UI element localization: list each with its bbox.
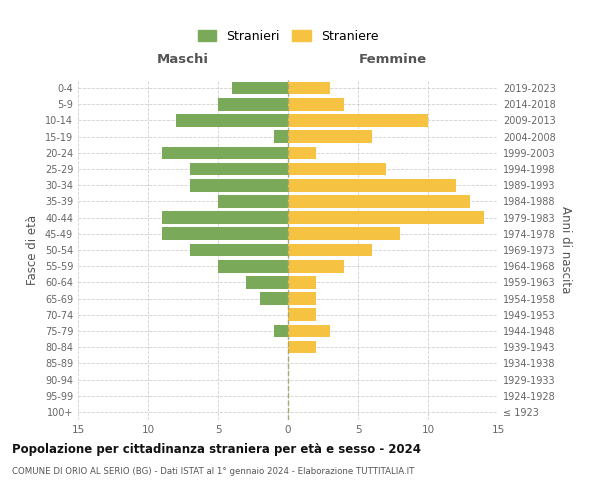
Bar bbox=[288, 114, 428, 127]
Bar bbox=[190, 179, 288, 192]
Bar bbox=[190, 162, 288, 175]
Bar bbox=[288, 179, 456, 192]
Bar bbox=[260, 292, 288, 305]
Bar bbox=[246, 276, 288, 288]
Bar bbox=[162, 228, 288, 240]
Bar bbox=[288, 212, 484, 224]
Bar bbox=[288, 98, 344, 110]
Bar bbox=[288, 130, 372, 143]
Bar bbox=[288, 341, 316, 353]
Bar bbox=[218, 195, 288, 207]
Bar bbox=[190, 244, 288, 256]
Text: Popolazione per cittadinanza straniera per età e sesso - 2024: Popolazione per cittadinanza straniera p… bbox=[12, 442, 421, 456]
Bar bbox=[218, 260, 288, 272]
Y-axis label: Fasce di età: Fasce di età bbox=[26, 215, 39, 285]
Bar bbox=[288, 82, 330, 94]
Bar bbox=[288, 195, 470, 207]
Bar bbox=[274, 324, 288, 338]
Text: Femmine: Femmine bbox=[359, 54, 427, 66]
Bar bbox=[218, 98, 288, 110]
Bar bbox=[162, 212, 288, 224]
Bar bbox=[288, 146, 316, 159]
Bar bbox=[288, 228, 400, 240]
Bar bbox=[288, 276, 316, 288]
Bar bbox=[288, 292, 316, 305]
Bar bbox=[288, 244, 372, 256]
Bar bbox=[274, 130, 288, 143]
Y-axis label: Anni di nascita: Anni di nascita bbox=[559, 206, 572, 294]
Bar bbox=[288, 260, 344, 272]
Bar bbox=[288, 308, 316, 321]
Bar bbox=[288, 162, 386, 175]
Bar bbox=[176, 114, 288, 127]
Bar bbox=[162, 146, 288, 159]
Text: Maschi: Maschi bbox=[157, 54, 209, 66]
Bar bbox=[288, 324, 330, 338]
Text: COMUNE DI ORIO AL SERIO (BG) - Dati ISTAT al 1° gennaio 2024 - Elaborazione TUTT: COMUNE DI ORIO AL SERIO (BG) - Dati ISTA… bbox=[12, 468, 415, 476]
Bar bbox=[232, 82, 288, 94]
Legend: Stranieri, Straniere: Stranieri, Straniere bbox=[193, 25, 383, 48]
